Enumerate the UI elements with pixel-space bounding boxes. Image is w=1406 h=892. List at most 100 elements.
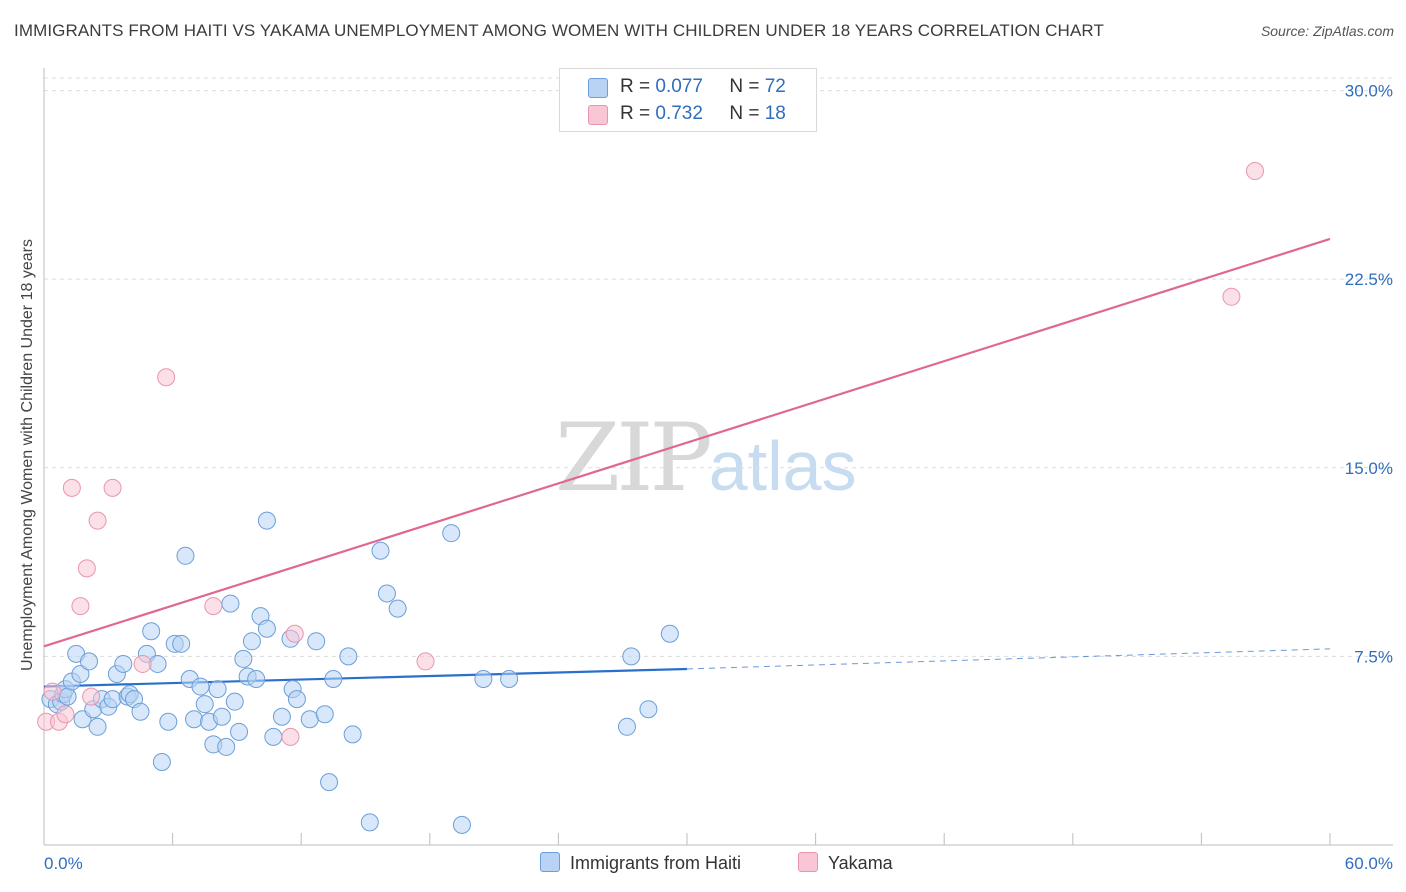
point-yakama <box>157 368 176 387</box>
y-tick-label: 30.0% <box>1345 82 1393 101</box>
bottom-legend-yakama: Yakama <box>798 852 893 874</box>
point-yakama <box>88 511 107 530</box>
point-haiti <box>71 664 90 683</box>
bottom-legend-swatch-haiti <box>540 852 560 872</box>
point-haiti <box>114 654 133 673</box>
point-haiti <box>639 700 658 719</box>
point-yakama <box>204 597 223 616</box>
point-haiti <box>234 649 253 668</box>
point-haiti <box>300 710 319 729</box>
point-haiti <box>287 690 306 709</box>
point-yakama <box>1222 287 1241 306</box>
point-haiti <box>247 670 266 689</box>
bottom-legend-swatch-yakama <box>798 852 818 872</box>
x-tick-label-max: 60.0% <box>1345 854 1393 873</box>
n-label: N = <box>729 76 760 97</box>
n-value: 72 <box>764 76 786 97</box>
point-yakama <box>1245 162 1264 181</box>
point-haiti <box>131 702 150 721</box>
point-yakama <box>43 682 62 701</box>
point-haiti <box>272 707 291 726</box>
trend-line-haiti <box>43 667 688 688</box>
point-haiti <box>208 680 227 699</box>
point-yakama <box>281 727 300 746</box>
point-haiti <box>257 511 276 530</box>
n-label: N = <box>729 103 760 124</box>
point-yakama <box>133 654 152 673</box>
point-haiti <box>142 622 161 641</box>
point-haiti <box>360 813 379 832</box>
legend-stats-yakama: R = 0.732 N = 18 <box>620 103 786 125</box>
y-tick-labels: 7.5% 15.0% 22.5% 30.0% <box>1345 82 1393 667</box>
watermark-atlas: atlas <box>708 427 857 505</box>
point-yakama <box>416 652 435 671</box>
point-haiti <box>148 654 167 673</box>
point-haiti <box>185 710 204 729</box>
point-haiti <box>217 737 236 756</box>
legend-swatch-yakama <box>588 105 608 125</box>
point-yakama <box>71 597 90 616</box>
point-haiti <box>230 722 249 741</box>
point-yakama <box>62 478 81 497</box>
point-haiti <box>371 541 390 560</box>
point-haiti <box>80 652 99 671</box>
point-haiti <box>388 599 407 618</box>
point-haiti <box>452 815 471 834</box>
point-haiti <box>159 712 178 731</box>
y-axis-label: Unemployment Among Women with Children U… <box>19 239 36 671</box>
trend-line-haiti-extension <box>686 648 1331 670</box>
point-haiti <box>320 773 339 792</box>
point-haiti <box>225 692 244 711</box>
point-yakama <box>77 559 96 578</box>
point-haiti <box>500 670 519 689</box>
point-haiti <box>315 705 334 724</box>
y-tick-label: 15.0% <box>1345 459 1393 478</box>
r-value: 0.732 <box>655 103 703 124</box>
point-yakama <box>82 687 101 706</box>
point-haiti <box>474 670 493 689</box>
point-haiti <box>377 584 396 603</box>
point-haiti <box>103 690 122 709</box>
point-haiti <box>257 619 276 638</box>
point-haiti <box>442 524 461 543</box>
source-label: Source: ZipAtlas.com <box>1260 23 1394 39</box>
r-label: R = <box>620 103 651 124</box>
point-haiti <box>221 594 240 613</box>
watermark: ZIPatlas <box>555 404 857 513</box>
point-haiti <box>617 717 636 736</box>
point-haiti <box>88 717 107 736</box>
bottom-legend-label-haiti: Immigrants from Haiti <box>570 853 742 873</box>
point-haiti <box>660 624 679 643</box>
point-haiti <box>264 727 283 746</box>
x-tick-label-min: 0.0% <box>44 854 83 873</box>
trend-line-yakama <box>43 237 1331 648</box>
point-haiti <box>242 632 261 651</box>
n-value: 18 <box>764 103 786 124</box>
bottom-legend-label-yakama: Yakama <box>828 853 893 873</box>
point-yakama <box>56 705 75 724</box>
point-yakama <box>103 478 122 497</box>
r-value: 0.077 <box>655 76 703 97</box>
r-label: R = <box>620 76 651 97</box>
legend-stats-haiti: R = 0.077 N = 72 <box>620 76 786 98</box>
gridlines <box>44 77 1393 657</box>
point-haiti <box>152 753 171 772</box>
point-haiti <box>191 677 210 696</box>
point-haiti <box>176 546 195 565</box>
point-haiti <box>195 695 214 714</box>
point-haiti <box>172 634 191 653</box>
point-haiti <box>339 647 358 666</box>
point-haiti <box>307 632 326 651</box>
point-haiti <box>58 687 77 706</box>
point-haiti <box>343 725 362 744</box>
point-yakama <box>285 624 304 643</box>
point-haiti <box>324 670 343 689</box>
trend-lines <box>43 237 1331 688</box>
y-tick-label: 22.5% <box>1345 270 1393 289</box>
correlation-legend: R = 0.077 N = 72 R = 0.732 N = 18 <box>559 68 817 132</box>
chart-title: IMMIGRANTS FROM HAITI VS YAKAMA UNEMPLOY… <box>14 21 1104 40</box>
data-points <box>37 162 1264 834</box>
y-tick-label: 7.5% <box>1354 647 1393 666</box>
point-haiti <box>212 707 231 726</box>
